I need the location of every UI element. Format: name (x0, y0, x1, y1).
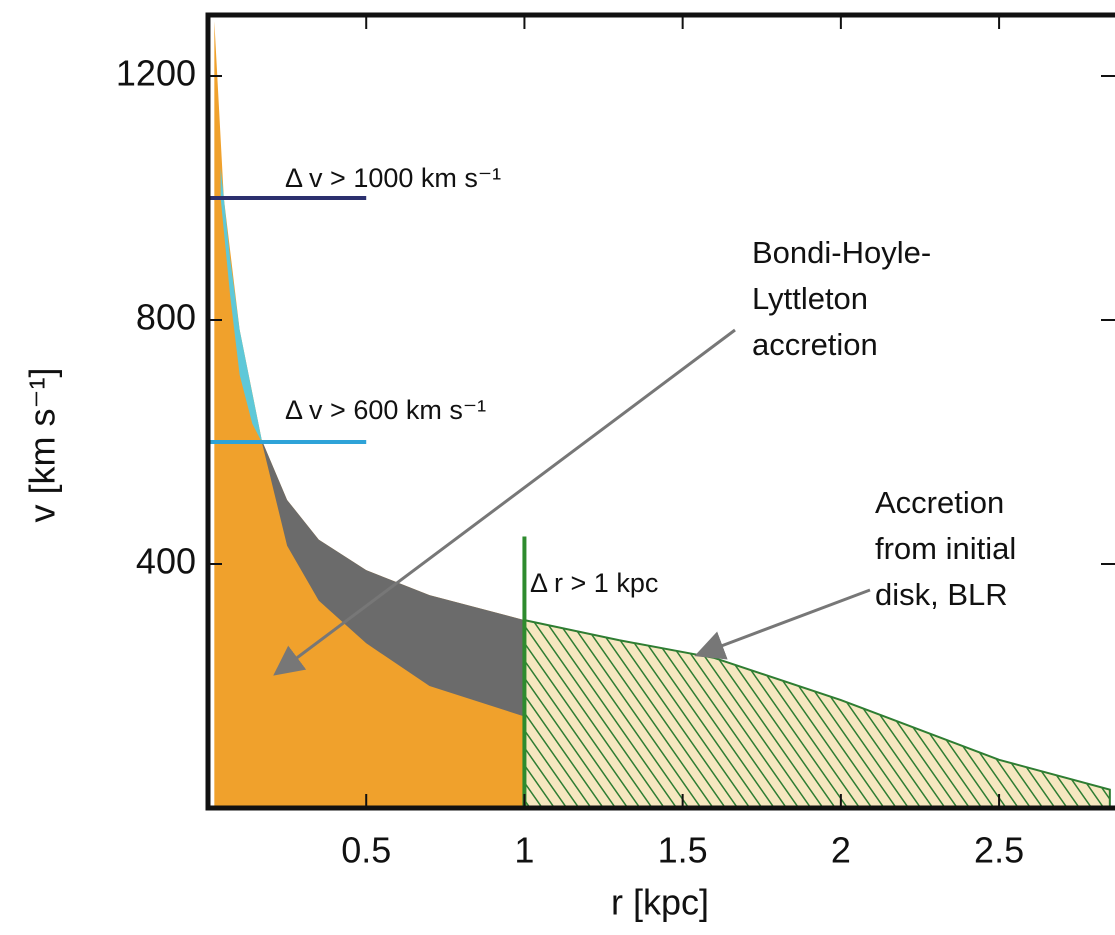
arrow (273, 328, 736, 676)
x-tick-label: 2.5 (974, 830, 1024, 871)
x-tick-label: 1.5 (658, 830, 708, 871)
x-axis-label: r [kpc] (611, 882, 709, 923)
annotation: Accretion (875, 485, 1004, 520)
annotation: Δ v > 600 km s⁻¹ (285, 395, 486, 425)
annotation: Δ r > 1 kpc (530, 568, 658, 598)
annotation: from initial (875, 531, 1016, 566)
area (261, 440, 525, 717)
y-axis-label: v [km s⁻¹] (22, 368, 63, 523)
arrow (694, 588, 871, 660)
y-tick-label: 800 (136, 297, 196, 338)
overlay (273, 328, 871, 676)
plot-frame (205, 12, 1115, 811)
annotation: disk, BLR (875, 577, 1008, 612)
x-tick-label: 0.5 (341, 830, 391, 871)
y-tick-label: 1200 (116, 53, 196, 94)
plot-area (208, 21, 1111, 809)
x-tick-label: 2 (831, 830, 851, 871)
annotation: accretion (752, 327, 878, 362)
area (523, 618, 1111, 809)
annotation: Lyttleton (752, 281, 868, 316)
annotation: Bondi-Hoyle- (752, 235, 931, 270)
annotation: Δ v > 1000 km s⁻¹ (285, 163, 501, 193)
x-tick-label: 1 (514, 830, 534, 871)
y-tick-label: 400 (136, 541, 196, 582)
